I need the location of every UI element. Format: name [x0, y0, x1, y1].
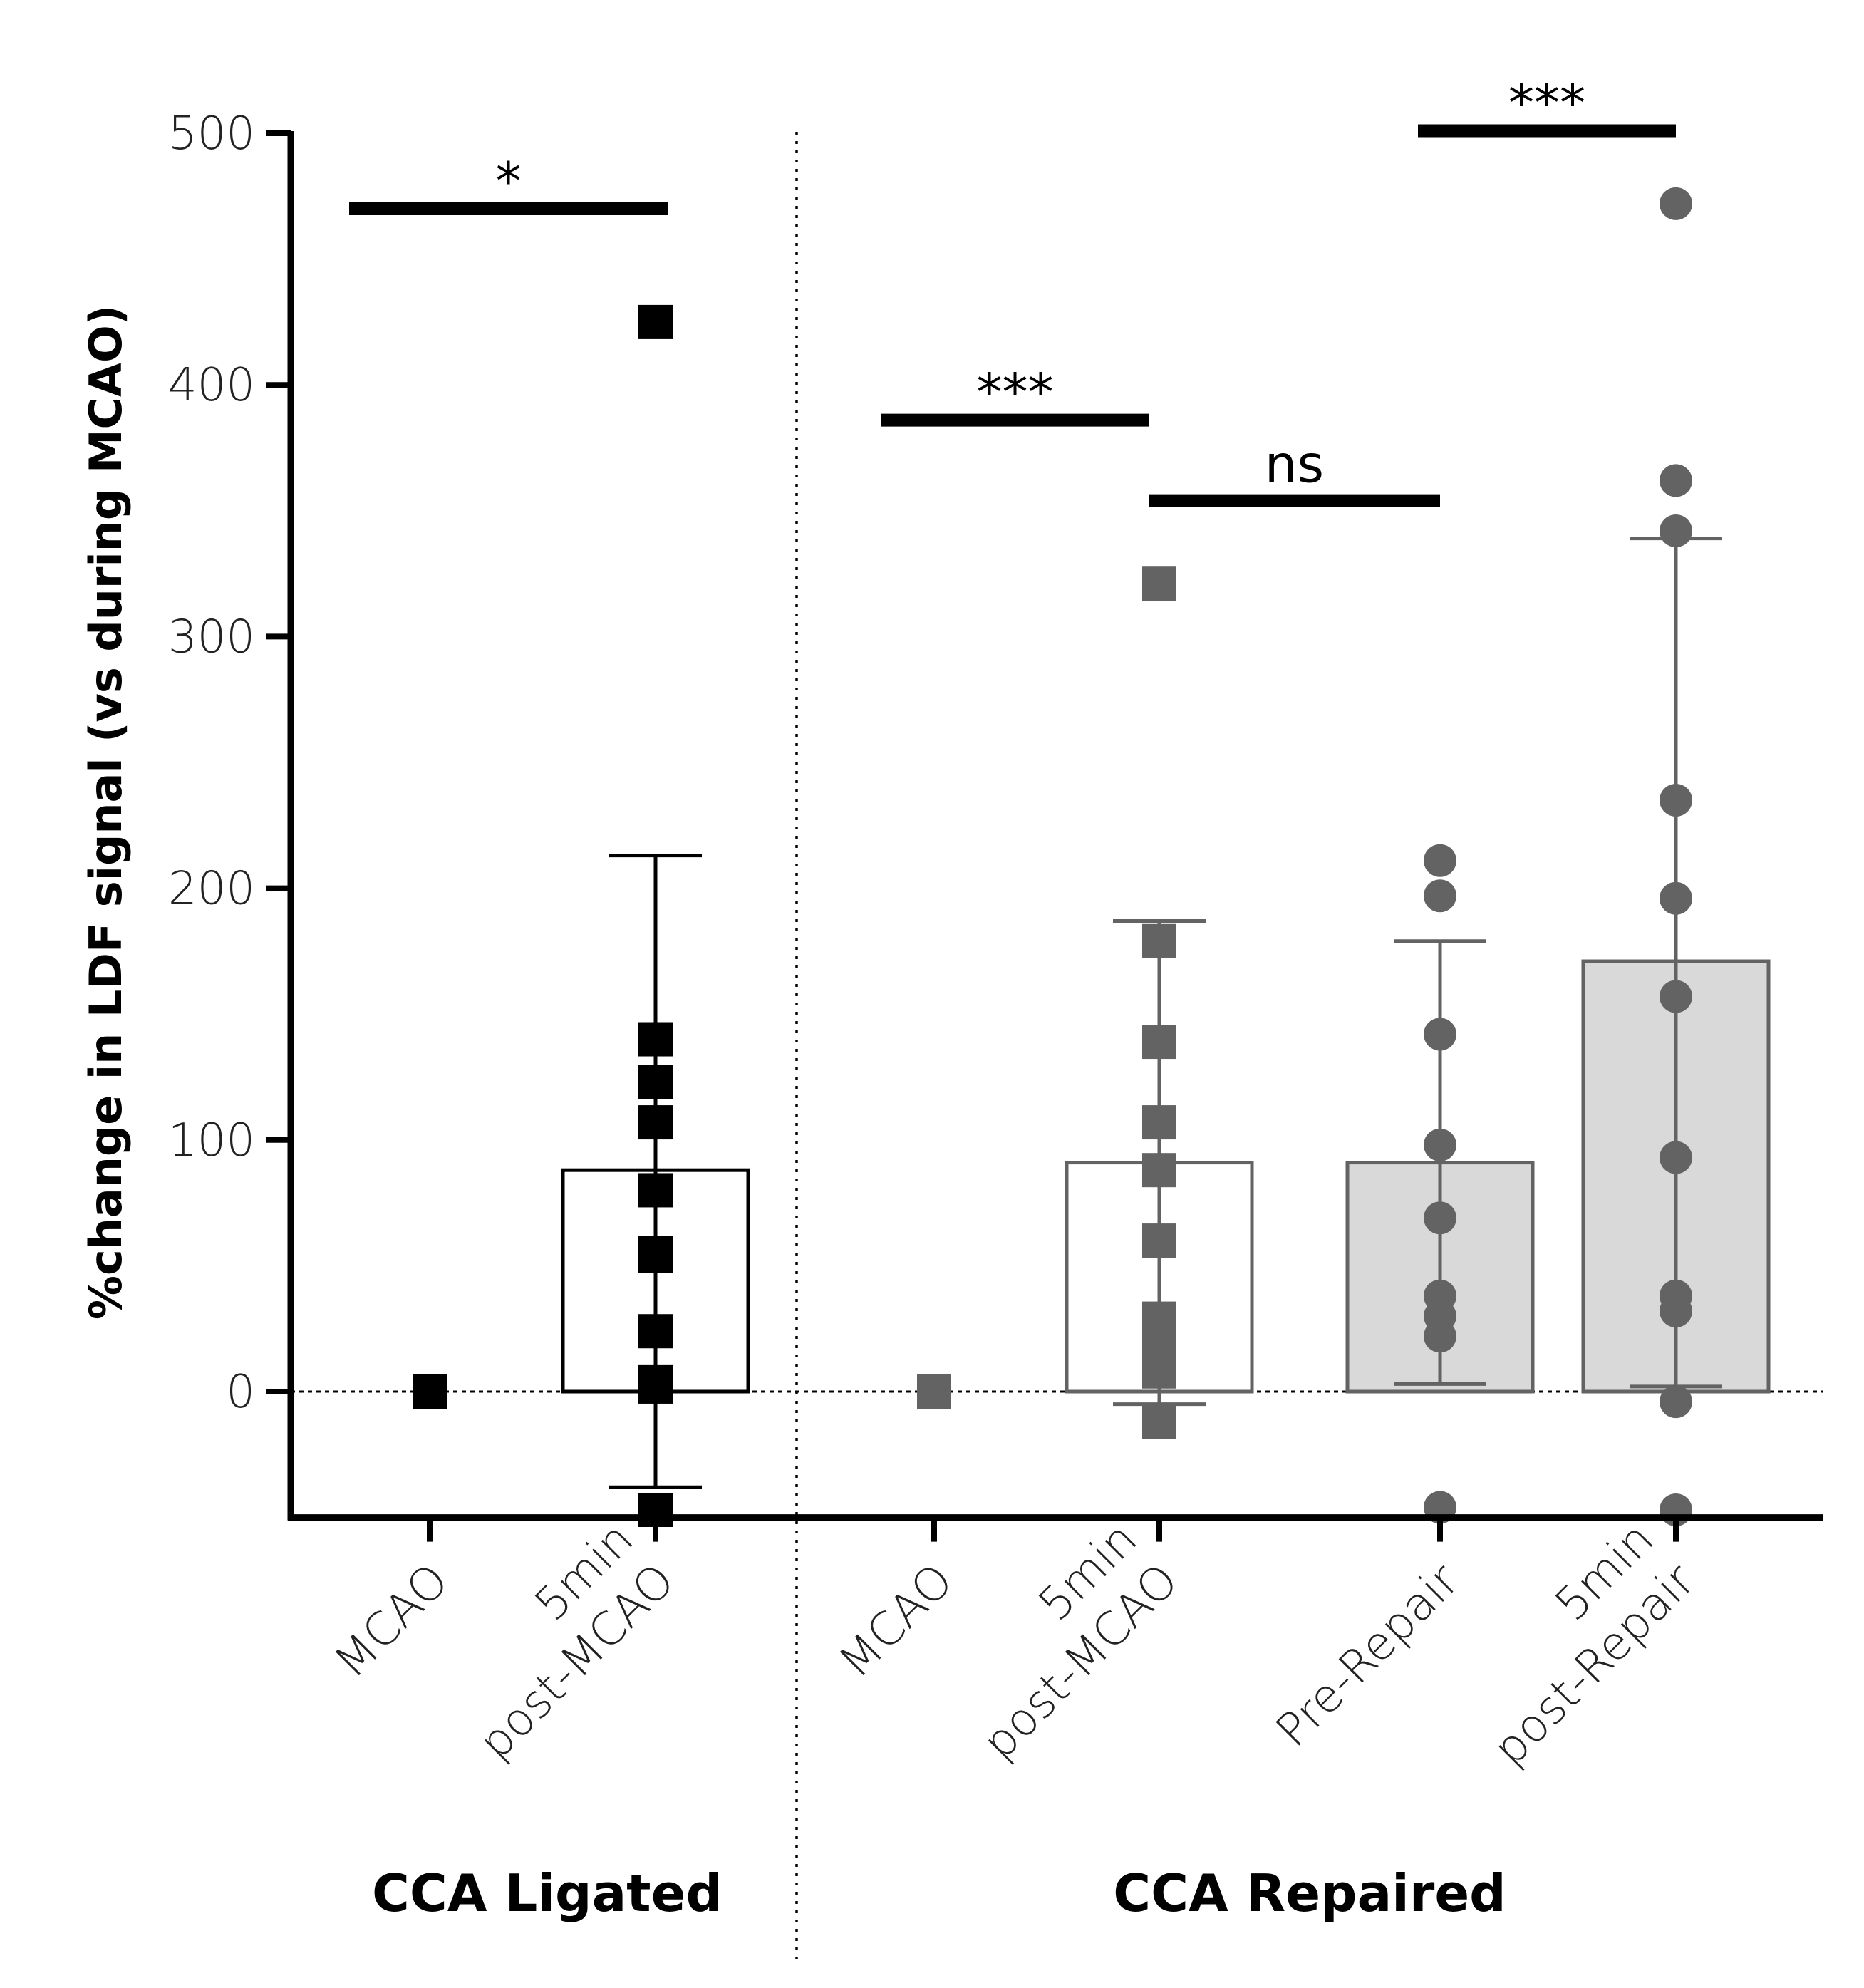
y-tick-label-2: 200: [168, 863, 255, 916]
data-point-1-1-9: [1142, 1354, 1176, 1389]
data-point-1-3-5: [1660, 980, 1692, 1013]
data-point-1-2-4: [1424, 1201, 1456, 1235]
data-point-1-2-1: [1424, 879, 1456, 913]
data-point-1-1-3: [1142, 1105, 1176, 1140]
data-point-0-1-2: [638, 1065, 673, 1099]
data-point-1-1-10: [1142, 1404, 1176, 1439]
data-point-1-1-0: [1142, 566, 1176, 601]
data-point-1-1-2: [1142, 1025, 1176, 1060]
y-tick-label-4: 400: [168, 359, 255, 412]
data-point-1-3-6: [1660, 1141, 1692, 1174]
data-point-1-3-3: [1660, 783, 1692, 817]
significance-label-3: ***: [1508, 73, 1585, 133]
data-point-1-3-9: [1660, 1385, 1692, 1419]
data-point-1-0-0: [917, 1374, 951, 1409]
data-point-1-3-0: [1660, 187, 1692, 220]
data-point-0-1-9: [638, 1369, 673, 1404]
y-axis-label: %change in LDF signal (vs during MCAO): [80, 305, 132, 1320]
y-tick-label-0: 0: [226, 1366, 255, 1419]
data-point-1-3-4: [1660, 881, 1692, 915]
x-category-label-1-2-0: Pre-Repair: [1266, 1554, 1470, 1758]
group-label-1: CCA Repaired: [1113, 1863, 1506, 1923]
data-point-1-3-8: [1660, 1294, 1692, 1327]
data-point-1-1-1: [1142, 923, 1176, 958]
significance-label-1: ***: [977, 363, 1054, 423]
data-point-0-1-0: [638, 304, 673, 339]
data-point-1-2-2: [1424, 1018, 1456, 1051]
axes-layer: [266, 130, 1823, 1542]
data-point-1-3-2: [1660, 514, 1692, 548]
x-category-label-0-0-0: MCAO: [325, 1554, 460, 1689]
data-point-0-1-4: [638, 1173, 673, 1208]
significance-layer: [349, 124, 1676, 507]
data-point-1-3-1: [1660, 464, 1692, 497]
y-tick-label-3: 300: [168, 611, 255, 663]
points-layer: [413, 187, 1692, 1528]
data-point-0-1-6: [638, 1238, 673, 1273]
y-tick-label-5: 500: [168, 108, 255, 160]
data-point-0-1-7: [638, 1314, 673, 1349]
significance-label-0: *: [496, 151, 522, 211]
significance-label-2: ns: [1265, 435, 1324, 495]
y-tick-label-1: 100: [168, 1114, 255, 1167]
data-point-0-1-3: [638, 1105, 673, 1140]
data-point-0-1-1: [638, 1022, 673, 1057]
data-point-1-2-0: [1424, 844, 1456, 877]
data-point-1-2-7: [1424, 1320, 1456, 1353]
data-point-1-1-5: [1142, 1223, 1176, 1258]
x-category-label-1-0-0: MCAO: [829, 1554, 964, 1689]
data-point-1-2-3: [1424, 1128, 1456, 1161]
reference-layer: [291, 132, 1823, 1963]
data-point-1-1-4: [1142, 1153, 1176, 1188]
data-point-0-0-0: [413, 1374, 447, 1409]
group-label-0: CCA Ligated: [372, 1863, 723, 1923]
